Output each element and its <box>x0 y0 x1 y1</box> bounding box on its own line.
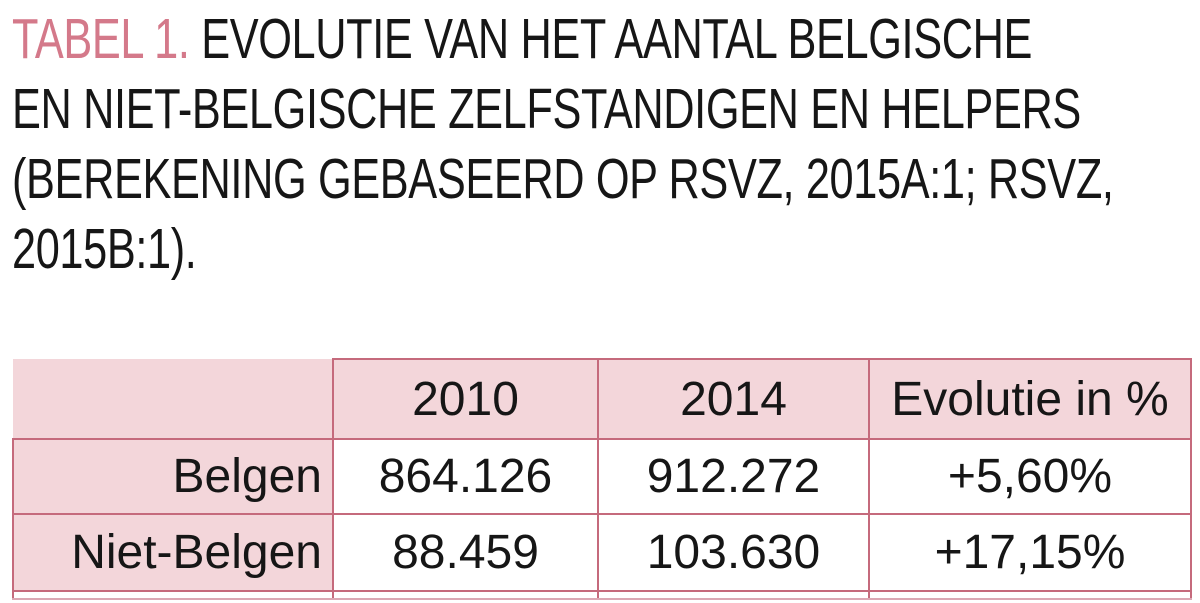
cutoff-cell <box>597 590 870 600</box>
cutoff-cell <box>868 590 1192 600</box>
cutoff-cell <box>12 590 334 600</box>
cell-belgen-2014: 912.272 <box>597 438 870 515</box>
cutoff-cell <box>332 590 599 600</box>
caption-line-2: EN NIET-BELGISCHE ZELFSTANDIGEN EN HELPE… <box>12 77 1081 141</box>
cell-niet-belgen-evolutie: +17,15% <box>868 513 1192 592</box>
column-header-evolutie: Evolutie in % <box>868 358 1192 440</box>
row-label-niet-belgen: Niet-Belgen <box>12 513 334 592</box>
table-header-row: 2010 2014 Evolutie in % <box>13 358 1192 440</box>
row-label-belgen: Belgen <box>12 438 334 515</box>
column-header-2014: 2014 <box>597 358 870 440</box>
caption-line-1-text: EVOLUTIE VAN HET AANTAL BELGISCHE <box>201 7 1033 71</box>
table-row: Niet-Belgen 88.459 103.630 +17,15% <box>12 513 1192 592</box>
caption-line-4: 2015B:1). <box>12 217 197 281</box>
cell-niet-belgen-2014: 103.630 <box>597 513 870 592</box>
table-row-cutoff <box>12 590 1192 600</box>
caption-line-3: (BEREKENING GEBASEERD OP RSVZ, 2015A:1; … <box>12 147 1114 211</box>
table-corner-cell <box>13 359 333 439</box>
cell-belgen-evolutie: +5,60% <box>868 438 1192 515</box>
caption-table-number: TABEL 1. <box>12 7 190 71</box>
cell-niet-belgen-2010: 88.459 <box>332 513 599 592</box>
column-header-2010: 2010 <box>332 358 599 440</box>
caption-line-1: TABEL 1. EVOLUTIE VAN HET AANTAL BELGISC… <box>12 4 1114 74</box>
cell-belgen-2010: 864.126 <box>332 438 599 515</box>
data-table: 2010 2014 Evolutie in % Belgen 864.126 9… <box>12 358 1192 600</box>
table-row: Belgen 864.126 912.272 +5,60% <box>12 438 1192 515</box>
table-caption: TABEL 1. EVOLUTIE VAN HET AANTAL BELGISC… <box>12 4 1200 284</box>
